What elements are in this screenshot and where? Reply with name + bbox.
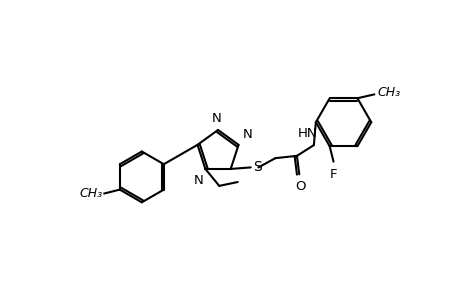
Text: S: S bbox=[252, 160, 261, 174]
Text: N: N bbox=[211, 112, 221, 124]
Text: O: O bbox=[294, 181, 305, 194]
Text: N: N bbox=[193, 174, 202, 187]
Text: CH₃: CH₃ bbox=[377, 86, 400, 99]
Text: N: N bbox=[242, 128, 252, 141]
Text: CH₃: CH₃ bbox=[79, 187, 102, 200]
Text: F: F bbox=[329, 168, 336, 181]
Text: HN: HN bbox=[297, 128, 317, 140]
